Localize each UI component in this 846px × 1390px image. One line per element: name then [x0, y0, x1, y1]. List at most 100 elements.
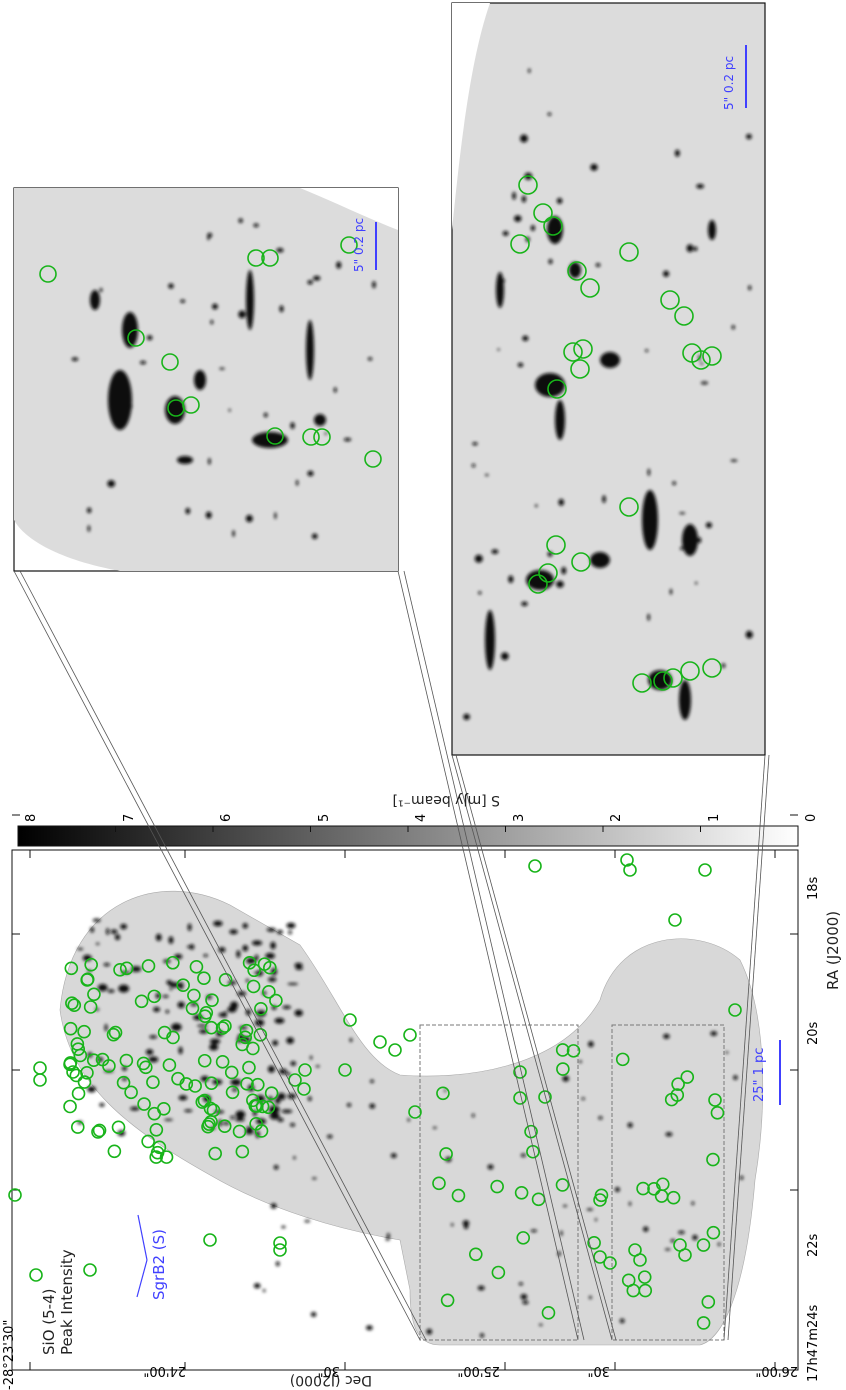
emission-clump — [598, 1116, 603, 1120]
source-marker — [102, 1059, 116, 1073]
source-marker — [224, 1065, 239, 1080]
emission-clump — [562, 1075, 570, 1082]
emission-clump — [171, 1023, 182, 1032]
inset-emission-clump — [700, 381, 709, 385]
emission-clump — [390, 1153, 397, 1158]
source-marker — [106, 1027, 121, 1042]
emission-clump — [520, 1153, 526, 1158]
emission-clump — [107, 989, 115, 993]
inset-emission-clump — [276, 248, 284, 253]
source-marker — [263, 960, 277, 975]
ra-tick-label-1: 22s — [806, 1233, 821, 1257]
inset-emission-clump — [324, 432, 327, 435]
source-marker — [188, 1079, 202, 1093]
inset-source-marker — [571, 552, 591, 572]
colorbar — [17, 825, 799, 847]
emission-clump — [560, 1230, 563, 1237]
emission-clump — [692, 1234, 698, 1241]
emission-clump — [162, 995, 169, 998]
inset-source-marker — [261, 249, 279, 267]
source-marker — [137, 1097, 151, 1111]
source-marker — [73, 1048, 88, 1063]
inset-emission-clump — [517, 362, 524, 368]
inset-emission-clump — [311, 533, 318, 540]
source-marker — [116, 1075, 131, 1090]
ra-tick-label-0: 17h47m24s — [806, 1304, 821, 1382]
inset-source-marker — [340, 236, 358, 254]
inset-emission-clump — [680, 546, 684, 551]
inset-lower-emission — [463, 68, 753, 721]
inset-emission-clump — [306, 320, 314, 380]
emission-clump — [203, 954, 208, 957]
inset-emission-clump — [708, 220, 716, 240]
inset-source-marker — [182, 396, 200, 414]
source-marker — [556, 1062, 570, 1076]
source-marker — [203, 1233, 217, 1247]
inset-source-marker — [570, 359, 590, 379]
source-marker — [541, 1306, 556, 1320]
emission-clump — [97, 984, 108, 992]
inset-source-marker — [528, 574, 548, 594]
source-leader-line — [136, 1259, 148, 1298]
emission-clump — [277, 1092, 286, 1100]
source-marker — [8, 1188, 22, 1202]
inset-emission-clump — [312, 275, 321, 281]
inset-emission-clump — [177, 456, 193, 464]
inset-emission-clump — [514, 215, 522, 222]
source-marker — [71, 1086, 86, 1101]
emission-clump — [235, 1118, 245, 1122]
emission-clump — [530, 1229, 538, 1233]
inset-emission-clump — [90, 290, 100, 310]
emission-clump — [274, 1097, 281, 1104]
inset-emission-clump — [210, 319, 214, 325]
colorbar-label: S [mJy beam⁻¹] — [392, 792, 500, 808]
emission-clump — [287, 982, 299, 986]
inset-emission-clump — [696, 183, 705, 189]
source-marker — [408, 1105, 422, 1119]
inset-emission-clump — [748, 285, 752, 291]
emission-clump — [187, 945, 191, 949]
emission-clump — [246, 957, 256, 964]
source-marker — [63, 1021, 78, 1036]
source-marker — [111, 1120, 126, 1135]
emission-clump — [691, 1201, 695, 1206]
main-axis-ticks — [12, 814, 798, 1370]
inset-emission-clump — [314, 414, 326, 426]
source-marker — [668, 913, 682, 927]
emission-clump — [471, 1113, 475, 1118]
emission-clump — [295, 966, 304, 970]
emission-clump — [627, 1122, 633, 1128]
source-marker — [204, 1115, 218, 1129]
emission-clump — [366, 1325, 373, 1331]
source-marker — [696, 1238, 711, 1252]
emission-clump — [245, 1128, 254, 1135]
source-marker — [225, 1085, 240, 1100]
source-marker — [159, 1150, 174, 1164]
inset-emission-clump — [486, 630, 491, 635]
source-marker — [204, 1076, 219, 1090]
inset-emission-clump — [139, 360, 147, 365]
emission-clump — [254, 954, 259, 961]
inset-emission-clump — [682, 524, 698, 556]
source-marker — [71, 1042, 86, 1056]
emission-clump — [189, 944, 195, 950]
source-marker — [107, 1144, 122, 1159]
inset-lower-markers — [510, 175, 722, 693]
emission-clump — [520, 1293, 528, 1300]
emission-clump — [155, 933, 162, 942]
inset-emission-clump — [238, 218, 243, 223]
inset-emission-clump — [561, 566, 567, 575]
panel-title-line2: Peak Intensity — [58, 1249, 76, 1355]
inset-emission-clump — [590, 552, 610, 568]
emission-clump — [273, 1165, 279, 1170]
source-marker — [162, 1058, 177, 1072]
emission-clump — [444, 1089, 447, 1093]
source-marker — [146, 1075, 160, 1090]
source-marker — [403, 1028, 417, 1042]
source-label: SgrB2 (S) — [150, 1228, 168, 1300]
main-panel — [11, 814, 799, 1371]
emission-clump — [370, 1079, 374, 1083]
source-marker — [67, 998, 82, 1012]
source-marker — [254, 1124, 269, 1138]
source-marker — [147, 989, 162, 1004]
